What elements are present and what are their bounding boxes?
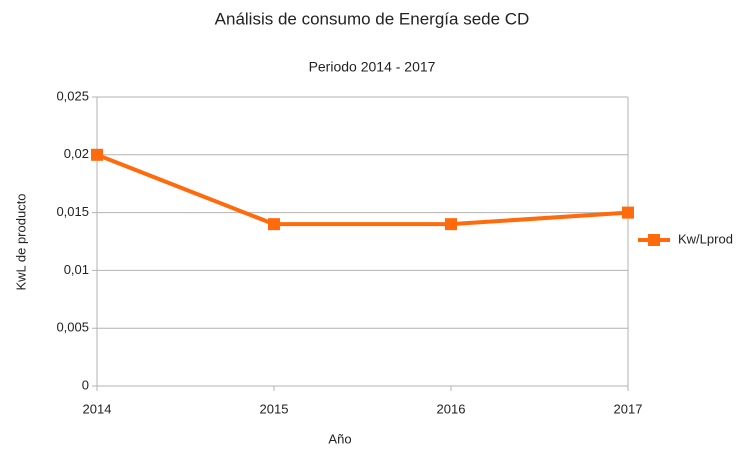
y-tick-label: 0 bbox=[82, 377, 89, 392]
x-tick-label: 2017 bbox=[614, 401, 643, 416]
x-tick-label: 2015 bbox=[260, 401, 289, 416]
series-line bbox=[96, 152, 629, 227]
point bbox=[91, 148, 103, 161]
legend-label: Kw/Lprod bbox=[678, 231, 733, 246]
point bbox=[622, 206, 634, 219]
chart-title: Análisis de consumo de Energía sede CD bbox=[215, 9, 530, 28]
y-tick-label: 0,025 bbox=[56, 88, 89, 103]
y-tick-label: 0,02 bbox=[64, 146, 89, 161]
point bbox=[445, 218, 457, 231]
y-tick-label: 0,01 bbox=[64, 262, 89, 277]
legend-marker bbox=[648, 234, 660, 246]
y-tick-label: 0,015 bbox=[56, 204, 89, 219]
y-axis-label: KwL de producto bbox=[13, 193, 28, 290]
x-tick-label: 2014 bbox=[83, 401, 112, 416]
point bbox=[268, 218, 280, 231]
y-tick-label: 0,005 bbox=[56, 320, 89, 335]
chart-subtitle: Periodo 2014 - 2017 bbox=[309, 59, 436, 75]
x-axis-label: Año bbox=[328, 431, 351, 446]
x-tick-label: 2016 bbox=[437, 401, 466, 416]
